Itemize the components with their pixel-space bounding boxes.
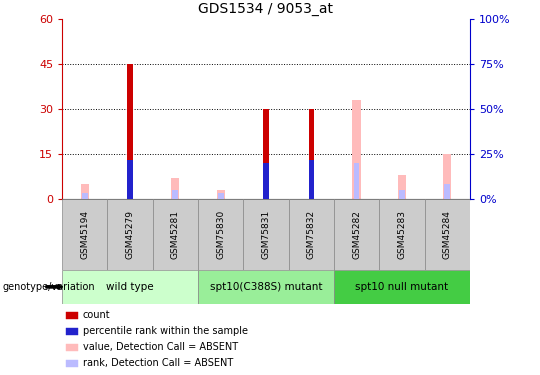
Bar: [308, 160, 314, 199]
Text: count: count: [83, 310, 111, 321]
Text: GSM45284: GSM45284: [443, 210, 451, 259]
Bar: [65, 360, 78, 367]
Bar: [288, 199, 334, 270]
Bar: [424, 199, 470, 270]
Bar: [334, 199, 379, 270]
Text: spt10(C388S) mutant: spt10(C388S) mutant: [210, 282, 322, 292]
Text: wild type: wild type: [106, 282, 154, 292]
Bar: [127, 160, 133, 199]
Text: percentile rank within the sample: percentile rank within the sample: [83, 326, 248, 336]
Bar: [244, 199, 288, 270]
Bar: [62, 270, 198, 304]
Text: GSM75831: GSM75831: [261, 210, 271, 259]
Bar: [198, 199, 244, 270]
Text: GSM45281: GSM45281: [171, 210, 180, 259]
Bar: [171, 178, 179, 199]
Bar: [308, 109, 314, 199]
Text: genotype/variation: genotype/variation: [3, 282, 96, 292]
Text: value, Detection Call = ABSENT: value, Detection Call = ABSENT: [83, 342, 238, 352]
Bar: [172, 190, 178, 199]
Bar: [80, 184, 89, 199]
Bar: [153, 199, 198, 270]
Bar: [65, 328, 78, 335]
Text: GSM45283: GSM45283: [397, 210, 406, 259]
Text: GSM75830: GSM75830: [216, 210, 225, 259]
Text: GSM45279: GSM45279: [126, 210, 134, 259]
Bar: [65, 312, 78, 319]
Text: GSM45194: GSM45194: [80, 210, 89, 259]
Bar: [354, 163, 360, 199]
Title: GDS1534 / 9053_at: GDS1534 / 9053_at: [199, 2, 334, 16]
Bar: [444, 184, 450, 199]
Bar: [263, 109, 269, 199]
Bar: [353, 100, 361, 199]
Text: spt10 null mutant: spt10 null mutant: [355, 282, 448, 292]
Bar: [198, 270, 334, 304]
Text: GSM45282: GSM45282: [352, 210, 361, 259]
Bar: [398, 175, 406, 199]
Bar: [62, 199, 107, 270]
Bar: [443, 154, 451, 199]
Bar: [107, 199, 153, 270]
Text: GSM75832: GSM75832: [307, 210, 316, 259]
Bar: [82, 193, 87, 199]
Bar: [399, 190, 405, 199]
Bar: [217, 190, 225, 199]
Bar: [218, 193, 224, 199]
Bar: [65, 344, 78, 351]
Bar: [379, 199, 424, 270]
Bar: [263, 163, 269, 199]
Bar: [334, 270, 470, 304]
Bar: [127, 64, 133, 199]
Text: rank, Detection Call = ABSENT: rank, Detection Call = ABSENT: [83, 358, 233, 368]
